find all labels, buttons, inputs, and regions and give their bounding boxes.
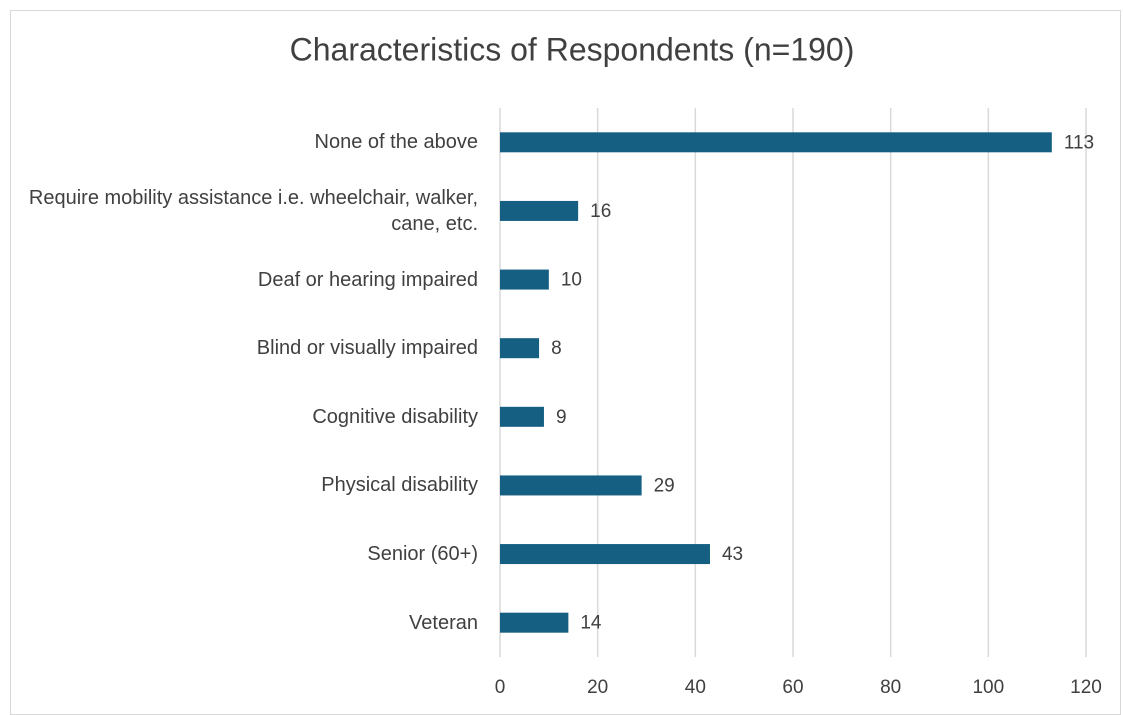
bar bbox=[500, 406, 544, 427]
bar bbox=[500, 338, 540, 359]
y-tick-label: Veteran bbox=[409, 611, 478, 634]
y-tick-label: None of the above bbox=[314, 131, 478, 154]
x-tick-label: 60 bbox=[782, 677, 803, 698]
x-tick-label: 0 bbox=[495, 677, 506, 698]
bar bbox=[500, 269, 549, 290]
data-label: 8 bbox=[551, 338, 562, 359]
y-tick-label: Require mobility assistance i.e. wheelch… bbox=[28, 186, 478, 235]
x-tick-label: 100 bbox=[972, 677, 1004, 698]
data-label: 113 bbox=[1064, 132, 1094, 153]
bar bbox=[500, 200, 579, 221]
data-label: 10 bbox=[561, 270, 582, 291]
data-label: 14 bbox=[580, 613, 602, 634]
data-label: 9 bbox=[556, 407, 567, 428]
bar bbox=[500, 612, 569, 633]
bar bbox=[500, 475, 642, 496]
data-label: 43 bbox=[722, 544, 743, 565]
bar bbox=[500, 132, 1052, 153]
data-label: 29 bbox=[654, 475, 675, 496]
x-tick-label: 120 bbox=[1070, 677, 1102, 698]
y-tick-label: Deaf or hearing impaired bbox=[257, 268, 478, 291]
data-label: 16 bbox=[590, 201, 611, 222]
chart-title: Characteristics of Respondents (n=190) bbox=[290, 31, 855, 67]
y-tick-label: Senior (60+) bbox=[367, 543, 478, 566]
y-tick-label: Physical disability bbox=[321, 474, 478, 497]
bar bbox=[500, 544, 710, 565]
y-tick-label: Cognitive disability bbox=[312, 405, 478, 428]
x-tick-label: 40 bbox=[685, 677, 706, 698]
y-tick-label: Blind or visually impaired bbox=[256, 337, 478, 360]
x-tick-label: 80 bbox=[880, 677, 901, 698]
x-tick-label: 20 bbox=[587, 677, 608, 698]
